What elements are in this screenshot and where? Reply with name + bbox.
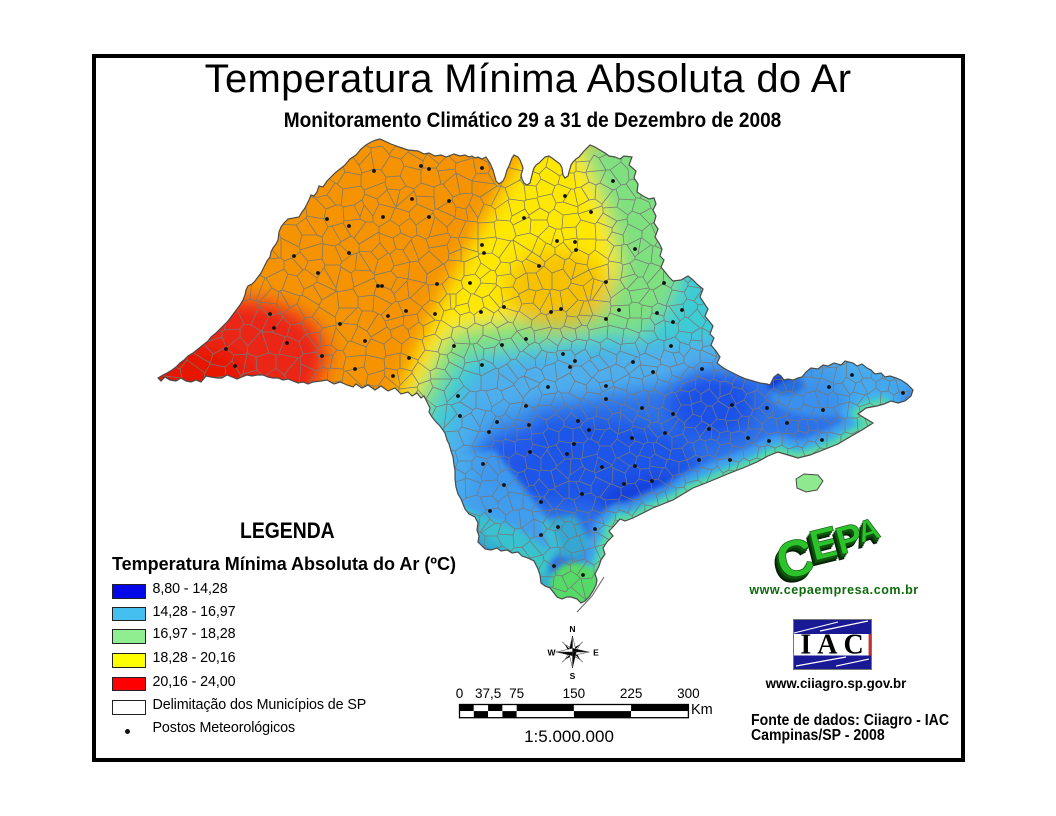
svg-text:S: S bbox=[570, 671, 576, 681]
svg-text:N: N bbox=[569, 624, 575, 634]
svg-text:W: W bbox=[547, 648, 556, 658]
svg-text:E: E bbox=[593, 648, 599, 658]
svg-text:IAC: IAC bbox=[800, 630, 869, 661]
